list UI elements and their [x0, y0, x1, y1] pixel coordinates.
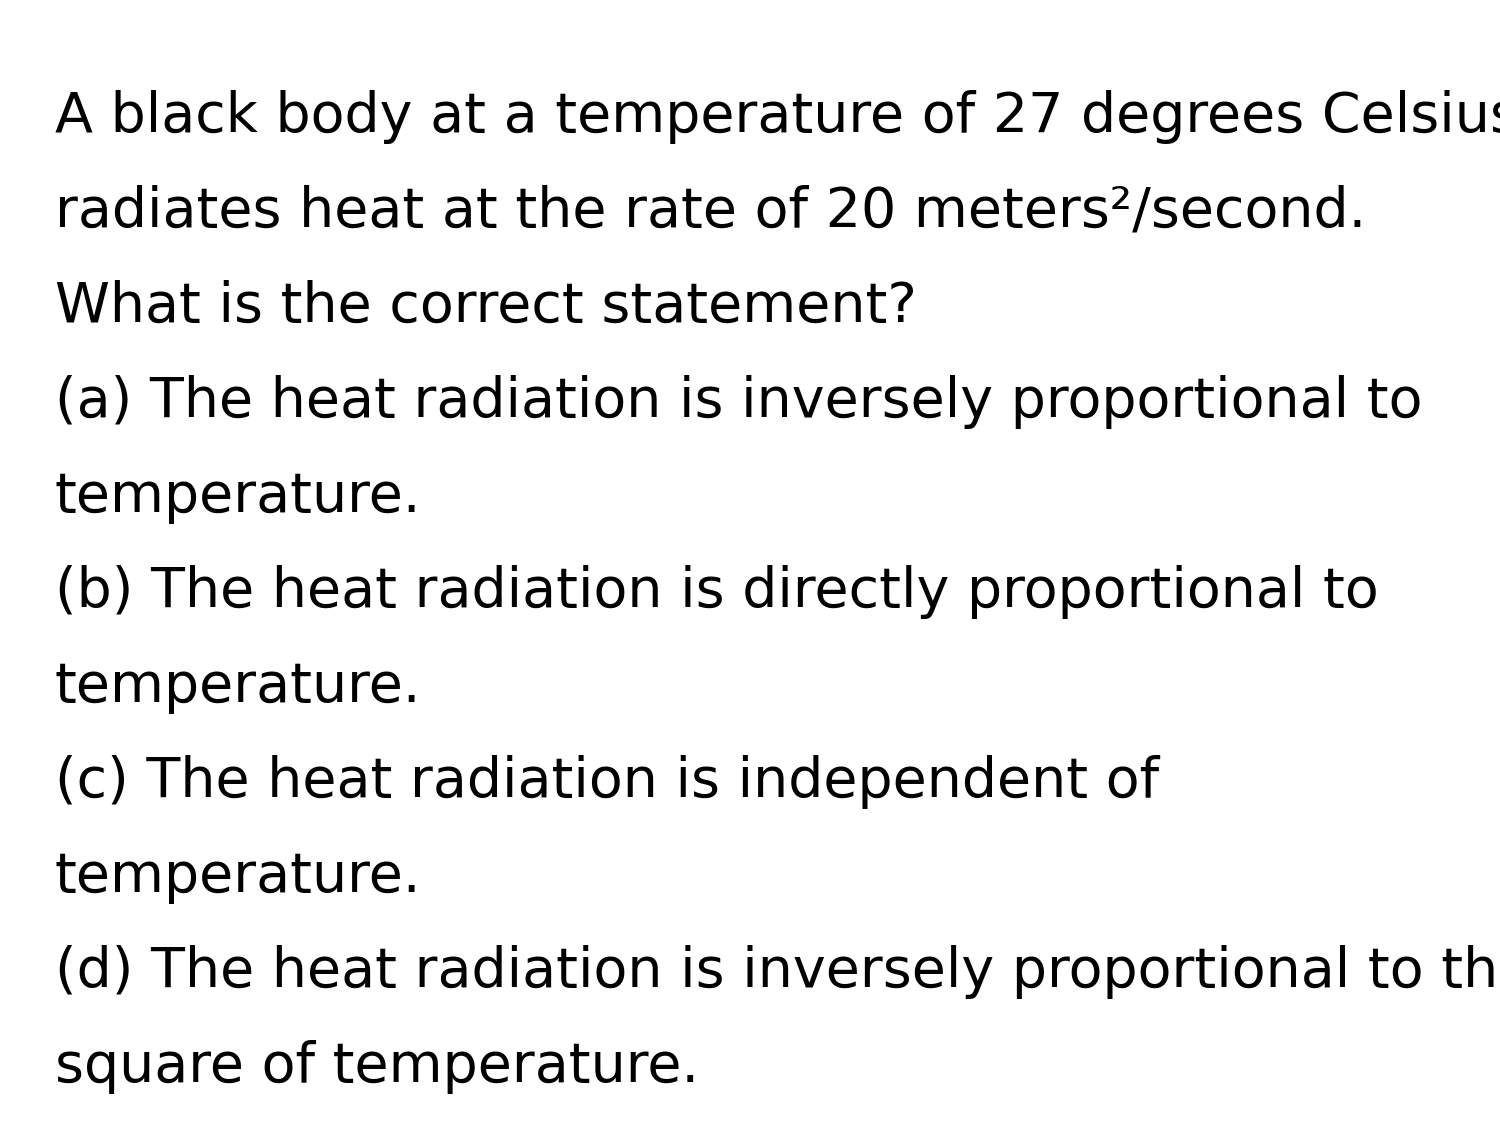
Text: A black body at a temperature of 27 degrees Celsius: A black body at a temperature of 27 degr…	[56, 90, 1500, 144]
Text: square of temperature.: square of temperature.	[56, 1040, 699, 1094]
Text: temperature.: temperature.	[56, 660, 422, 714]
Text: What is the correct statement?: What is the correct statement?	[56, 280, 916, 334]
Text: temperature.: temperature.	[56, 851, 422, 904]
Text: radiates heat at the rate of 20 meters²/second.: radiates heat at the rate of 20 meters²/…	[56, 185, 1366, 239]
Text: (c) The heat radiation is independent of: (c) The heat radiation is independent of	[56, 755, 1160, 809]
Text: temperature.: temperature.	[56, 470, 422, 525]
Text: (d) The heat radiation is inversely proportional to the: (d) The heat radiation is inversely prop…	[56, 945, 1500, 999]
Text: (a) The heat radiation is inversely proportional to: (a) The heat radiation is inversely prop…	[56, 374, 1422, 429]
Text: (b) The heat radiation is directly proportional to: (b) The heat radiation is directly propo…	[56, 565, 1378, 619]
